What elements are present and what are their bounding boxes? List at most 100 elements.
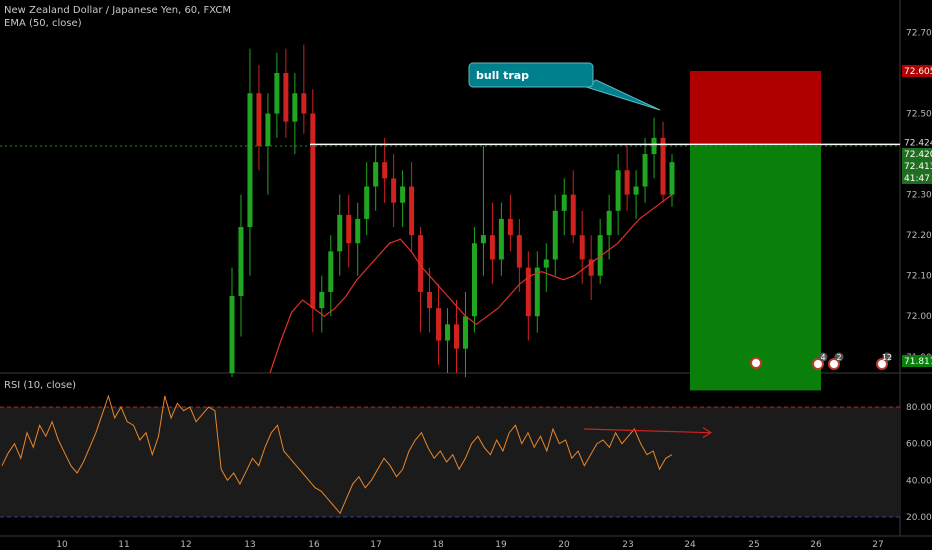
time-tick-label: 19 (495, 540, 507, 550)
candle-body[interactable] (274, 72, 280, 114)
candle-body[interactable] (489, 235, 495, 260)
stop-price-label-bg (902, 64, 932, 77)
candle-body[interactable] (319, 291, 325, 309)
candle-body[interactable] (588, 259, 594, 276)
candle-body[interactable] (471, 243, 477, 317)
candle-body[interactable] (633, 186, 639, 195)
candle-body[interactable] (292, 93, 298, 122)
candle-body[interactable] (507, 218, 513, 236)
level-price-label: 72.424 (904, 138, 932, 148)
event-badge-count-bg (818, 352, 828, 362)
candle-body[interactable] (418, 235, 424, 292)
target-price-label: 71.817 (904, 357, 932, 367)
candlestick-series[interactable] (229, 44, 675, 378)
candle-body[interactable] (229, 295, 235, 373)
candle-body[interactable] (462, 316, 468, 349)
rsi-band (0, 407, 900, 517)
candle-body[interactable] (543, 259, 549, 268)
price-tick-label: 72.000 (906, 312, 932, 322)
candle-body[interactable] (364, 186, 370, 219)
candle-body[interactable] (453, 324, 459, 349)
rsi-tick-label: 40.00 (906, 476, 932, 486)
candle-body[interactable] (436, 308, 442, 341)
divergence-arrow[interactable] (583, 427, 713, 439)
bull-trap-callout[interactable]: bull trap (468, 62, 661, 111)
level-price-label-bg (902, 136, 932, 149)
prev-close-price-label-bg (902, 147, 932, 160)
candle-body[interactable] (328, 251, 334, 292)
prev-close-price-label: 72.420 (904, 150, 932, 160)
rsi-tick-label: 80.00 (906, 403, 932, 413)
candle-body[interactable] (660, 137, 666, 195)
candle-body[interactable] (283, 72, 289, 122)
candle-body[interactable] (382, 162, 388, 179)
time-tick-label: 25 (748, 540, 759, 550)
candle-body[interactable] (409, 186, 415, 236)
rsi-title: RSI (10, close) (4, 380, 76, 391)
rsi-axis: 80.00 60.00 40.00 20.00 (906, 403, 932, 523)
candle-body[interactable] (400, 186, 406, 203)
candle-body[interactable] (445, 324, 451, 341)
event-badge[interactable] (750, 357, 762, 369)
event-badge[interactable] (876, 358, 888, 370)
candle-body[interactable] (265, 113, 271, 146)
rsi-level-lines (0, 406, 900, 518)
candle-body[interactable] (516, 235, 522, 268)
time-tick-label: 11 (118, 540, 129, 550)
candle-body[interactable] (310, 113, 316, 309)
callout-box[interactable] (468, 62, 594, 88)
divergence-arrow-head (702, 427, 713, 439)
candle-body[interactable] (624, 170, 630, 195)
candle-body[interactable] (480, 235, 486, 244)
event-badge[interactable] (812, 358, 824, 370)
candle-body[interactable] (355, 218, 361, 244)
candle-body[interactable] (642, 154, 648, 187)
candle-body[interactable] (256, 93, 262, 146)
candle-body[interactable] (346, 214, 352, 244)
candle-body[interactable] (525, 267, 531, 317)
event-badge-count: 4 (820, 353, 825, 362)
event-badge-count: 2 (836, 353, 841, 362)
time-tick-label: 17 (370, 540, 381, 550)
event-badges[interactable]: 4 2 12 (750, 352, 892, 370)
candle-body[interactable] (534, 267, 540, 317)
time-tick-label: 18 (432, 540, 444, 550)
stop-loss-zone[interactable] (690, 70, 821, 146)
candle-body[interactable] (247, 93, 253, 228)
target-price-label-bg (902, 355, 932, 367)
ema-line[interactable] (269, 194, 673, 374)
time-axis[interactable]: 10 11 12 13 16 17 18 19 20 23 24 25 26 27 (56, 540, 883, 550)
candle-body[interactable] (498, 218, 504, 260)
candle-body[interactable] (337, 214, 343, 252)
last-price-label-bg (902, 159, 932, 172)
candle-body[interactable] (615, 170, 621, 211)
last-price-label: 72.413 (904, 162, 932, 172)
event-badge-count: 12 (882, 353, 892, 362)
stop-price-label: 72.605 (904, 67, 932, 77)
time-tick-label: 23 (622, 540, 633, 550)
price-labels: 72.605 72.424 72.420 72.413 41:47 71.817 (902, 64, 932, 367)
price-tick-label: 72.300 (906, 191, 932, 201)
candle-body[interactable] (552, 210, 558, 260)
time-tick-label: 10 (56, 540, 68, 550)
candle-body[interactable] (301, 93, 307, 114)
candle-body[interactable] (651, 137, 657, 155)
rsi-tick-label: 60.00 (906, 440, 932, 450)
event-badge[interactable] (828, 358, 840, 370)
rsi-line[interactable] (1, 394, 673, 515)
candle-body[interactable] (570, 194, 576, 236)
candle-body[interactable] (391, 178, 397, 203)
candle-body[interactable] (238, 227, 244, 296)
price-tick-label: 72.500 (906, 110, 932, 120)
callout-label: bull trap (476, 69, 529, 82)
candle-body[interactable] (561, 194, 567, 211)
candle-body[interactable] (373, 162, 379, 187)
candle-body[interactable] (597, 235, 603, 276)
time-tick-label: 13 (244, 540, 255, 550)
candle-body[interactable] (669, 162, 675, 195)
candle-body[interactable] (606, 210, 612, 236)
take-profit-zone[interactable] (690, 145, 821, 391)
candle-body[interactable] (427, 291, 433, 309)
candle-body[interactable] (579, 235, 585, 260)
